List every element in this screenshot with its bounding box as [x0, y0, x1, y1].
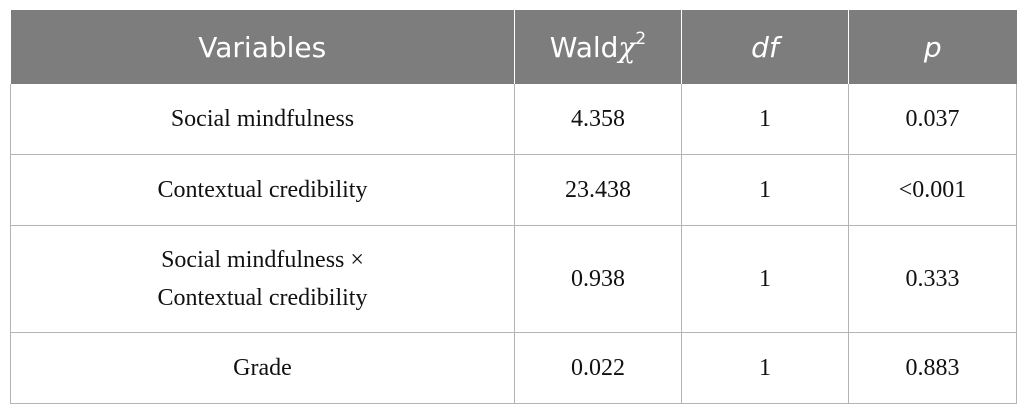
- header-df-label: df: [751, 30, 779, 64]
- variable-label: Social mindfulness: [170, 106, 355, 132]
- variable-label-line2: Contextual credibility: [157, 285, 368, 311]
- cell-wald: 0.022: [514, 332, 682, 404]
- statistics-table: Variables Waldχ2 df p Social mindfulness…: [10, 10, 1017, 404]
- cell-wald: 0.938: [514, 225, 682, 333]
- cell-wald: 23.438: [514, 154, 682, 226]
- cell-p: 0.037: [848, 84, 1017, 155]
- table-row: Grade 0.022 1 0.883: [10, 332, 1017, 404]
- cell-variable: Contextual credibility: [10, 154, 515, 226]
- cell-df: 1: [681, 225, 849, 333]
- header-variables: Variables: [10, 10, 515, 84]
- header-row: Variables Waldχ2 df p: [10, 10, 1017, 84]
- table-row: Social mindfulness × Contextual credibil…: [10, 225, 1017, 333]
- cell-df: 1: [681, 154, 849, 226]
- cell-variable: Social mindfulness: [10, 84, 515, 155]
- header-p-label: p: [923, 30, 942, 64]
- header-chi-superscript: 2: [635, 29, 647, 50]
- table-header: Variables Waldχ2 df p: [10, 10, 1017, 84]
- header-df: df: [681, 10, 849, 84]
- cell-df: 1: [681, 332, 849, 404]
- cell-p: 0.333: [848, 225, 1017, 333]
- table-container: Variables Waldχ2 df p Social mindfulness…: [10, 10, 1017, 404]
- cell-variable: Social mindfulness × Contextual credibil…: [10, 225, 515, 333]
- cell-variable: Grade: [10, 332, 515, 404]
- variable-label: Contextual credibility: [157, 177, 368, 203]
- variable-label: Grade: [233, 355, 292, 381]
- cell-df: 1: [681, 84, 849, 155]
- variable-label-line1: Social mindfulness ×: [161, 247, 364, 273]
- header-wald-chi-square: Waldχ2: [514, 10, 682, 84]
- cell-wald: 4.358: [514, 84, 682, 155]
- table-row: Contextual credibility 23.438 1 <0.001: [10, 154, 1017, 226]
- table-row: Social mindfulness 4.358 1 0.037: [10, 84, 1017, 155]
- table-body: Social mindfulness 4.358 1 0.037 Context…: [10, 84, 1017, 404]
- header-chi-symbol: χ: [618, 30, 636, 64]
- header-p: p: [848, 10, 1017, 84]
- header-wald-prefix: Wald: [549, 30, 619, 64]
- cell-p: <0.001: [848, 154, 1017, 226]
- header-variables-label: Variables: [198, 30, 327, 64]
- cell-p: 0.883: [848, 332, 1017, 404]
